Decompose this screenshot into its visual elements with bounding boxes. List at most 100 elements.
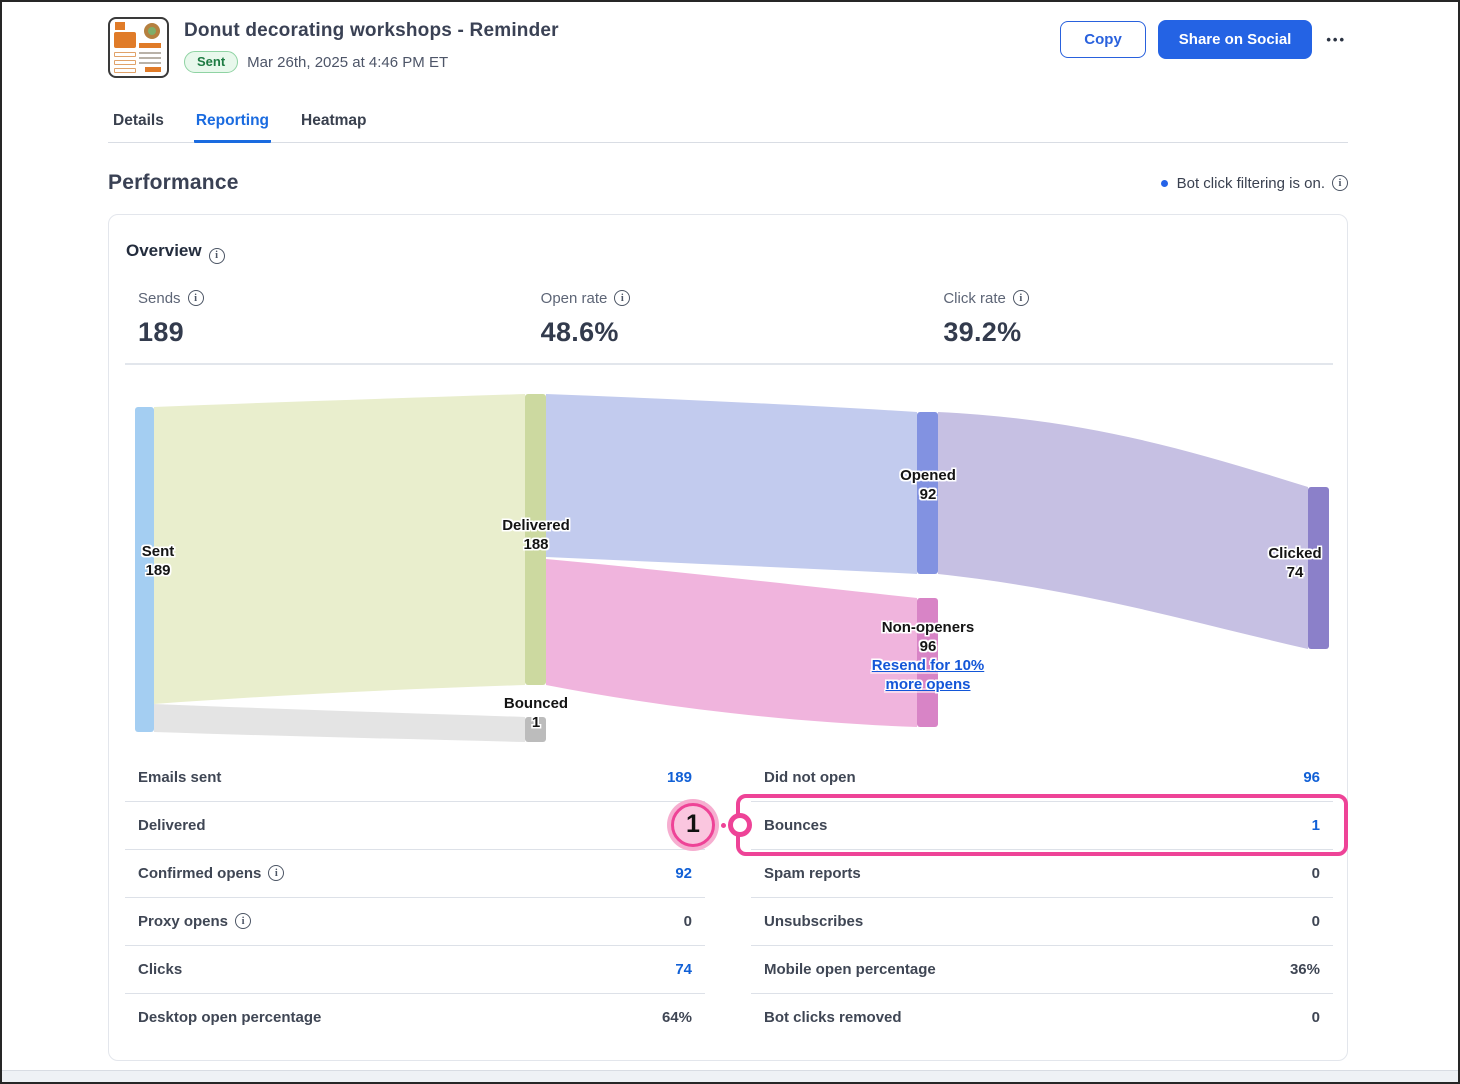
info-icon[interactable] xyxy=(187,290,204,306)
node-clicked xyxy=(1308,486,1329,649)
thumbnail-button xyxy=(145,67,161,72)
node-nonopeners xyxy=(917,597,938,727)
row-label: Spam reports xyxy=(764,864,861,882)
node-opened xyxy=(917,411,938,574)
row-value-link[interactable]: 96 xyxy=(1303,768,1320,786)
opened-name: Opened xyxy=(900,466,956,484)
flow-delivered-nonopeners xyxy=(546,558,917,727)
bot-filter-text: Bot click filtering is on. xyxy=(1176,174,1325,192)
row-value: 64% xyxy=(661,1009,692,1026)
metrics-right-column: Did not open 96 Bounces 1 Spam reports 0… xyxy=(751,754,1333,1042)
bounced-node-label: Bounced 1 xyxy=(504,694,568,732)
stat-sends: Sends 189 xyxy=(125,290,528,348)
donut-image xyxy=(144,23,160,39)
row-value: 0 xyxy=(1311,912,1320,930)
table-row-bounces: Bounces 1 xyxy=(751,802,1333,850)
tab-bar: Details Reporting Heatmap xyxy=(108,104,1348,143)
table-row-clicks: Clicks 74 xyxy=(125,946,705,994)
delivered-value: 188 xyxy=(523,535,549,553)
row-label: Unsubscribes xyxy=(764,912,864,930)
share-on-social-button[interactable]: Share on Social xyxy=(1157,20,1313,59)
blue-dot-icon xyxy=(1160,179,1168,187)
table-row-bot-clicks-removed: Bot clicks removed 0 xyxy=(751,994,1333,1042)
campaign-header: Donut decorating workshops - Reminder Se… xyxy=(108,17,1348,78)
thumbnail-row xyxy=(114,52,136,57)
delivered-node-label: Delivered 188 xyxy=(502,516,570,554)
tab-details[interactable]: Details xyxy=(113,112,164,129)
click-rate-label: Click rate xyxy=(943,289,1006,307)
table-row-unsubscribes: Unsubscribes 0 xyxy=(751,898,1333,946)
row-label: Mobile open percentage xyxy=(764,960,936,978)
table-row-desktop-open-percentage: Desktop open percentage 64% xyxy=(125,994,705,1042)
clicked-value: 74 xyxy=(1286,563,1304,581)
sent-node-label: Sent 189 xyxy=(142,542,175,580)
table-row-spam-reports: Spam reports 0 xyxy=(751,850,1333,898)
clicked-node-label: Clicked 74 xyxy=(1268,544,1321,582)
flow-sent-delivered xyxy=(154,393,525,704)
campaign-title: Donut decorating workshops - Reminder xyxy=(184,20,559,41)
row-value: 0 xyxy=(1311,1009,1320,1026)
opened-value: 92 xyxy=(919,485,937,503)
row-label: Proxy opens xyxy=(138,912,229,930)
row-value: 0 xyxy=(683,912,692,930)
bot-filter-note: Bot click filtering is on. xyxy=(1160,174,1348,192)
divider xyxy=(125,362,1333,365)
sends-value: 189 xyxy=(138,316,184,347)
stats-row: Sends 189 Open rate 48.6% Click rate 39.… xyxy=(125,290,1333,348)
thumbnail-text-line xyxy=(139,57,161,59)
opened-node-label: Opened 92 xyxy=(900,466,956,504)
table-row-delivered: Delivered xyxy=(125,802,705,850)
tab-reporting[interactable]: Reporting xyxy=(193,104,272,143)
overview-card: Overview Sends 189 Open rate 48.6% Click… xyxy=(108,214,1348,1061)
thumbnail-row xyxy=(114,60,136,65)
stat-click-rate: Click rate 39.2% xyxy=(930,290,1333,348)
copy-button[interactable]: Copy xyxy=(1060,21,1146,58)
row-value-link[interactable]: 1 xyxy=(1311,816,1320,834)
table-row-proxy-opens: Proxy opens 0 xyxy=(125,898,705,946)
info-icon[interactable] xyxy=(208,247,225,264)
resend-link[interactable]: Resend for 10% more opens xyxy=(871,656,985,693)
table-row-did-not-open: Did not open 96 xyxy=(751,754,1333,802)
row-label: Delivered xyxy=(138,816,206,834)
sankey-svg xyxy=(135,393,1329,742)
thumbnail-header-bar xyxy=(139,43,161,48)
open-rate-label: Open rate xyxy=(540,289,608,307)
bounced-name: Bounced xyxy=(503,694,569,712)
row-value-link[interactable]: 189 xyxy=(666,768,692,786)
overview-title: Overview xyxy=(125,241,1333,264)
bounced-value: 1 xyxy=(531,713,541,731)
sent-date: Mar 26th, 2025 at 4:46 PM ET xyxy=(247,53,449,71)
nonopeners-value: 96 xyxy=(919,637,937,655)
info-icon[interactable] xyxy=(1332,175,1348,191)
row-value-link[interactable]: 92 xyxy=(675,864,692,882)
row-label: Bounces xyxy=(764,816,828,834)
info-icon[interactable] xyxy=(268,865,285,881)
annotation-connector-circle xyxy=(728,812,752,837)
tab-heatmap[interactable]: Heatmap xyxy=(301,112,367,129)
thumbnail-text-line xyxy=(139,52,161,54)
node-sent xyxy=(135,406,154,732)
info-icon[interactable] xyxy=(1012,290,1029,306)
open-rate-value: 48.6% xyxy=(540,316,619,347)
thumbnail-left-block xyxy=(114,32,136,48)
row-value: 36% xyxy=(1289,960,1320,978)
metrics-table: Emails sent 189 Delivered Confirmed open… xyxy=(125,754,1348,1042)
more-options-icon[interactable]: ••• xyxy=(1326,32,1346,47)
info-icon[interactable] xyxy=(614,290,631,306)
row-label: Emails sent xyxy=(138,768,222,786)
funnel-sankey-chart: Sent 189 Delivered 188 Bounced 1 Opened … xyxy=(125,392,1335,752)
footer-strip xyxy=(2,1070,1458,1082)
node-delivered xyxy=(525,393,546,685)
info-icon[interactable] xyxy=(235,913,252,929)
email-thumbnail[interactable] xyxy=(108,17,169,78)
table-row-mobile-open-percentage: Mobile open percentage 36% xyxy=(751,946,1333,994)
delivered-name: Delivered xyxy=(502,516,570,534)
flow-opened-clicked xyxy=(938,411,1308,649)
row-value-link[interactable]: 74 xyxy=(675,960,692,978)
step-number-badge: 1 xyxy=(671,802,715,847)
row-label: Did not open xyxy=(764,768,856,786)
flow-sent-bounced xyxy=(154,703,525,742)
click-rate-value: 39.2% xyxy=(943,316,1022,347)
row-label: Clicks xyxy=(138,960,183,978)
